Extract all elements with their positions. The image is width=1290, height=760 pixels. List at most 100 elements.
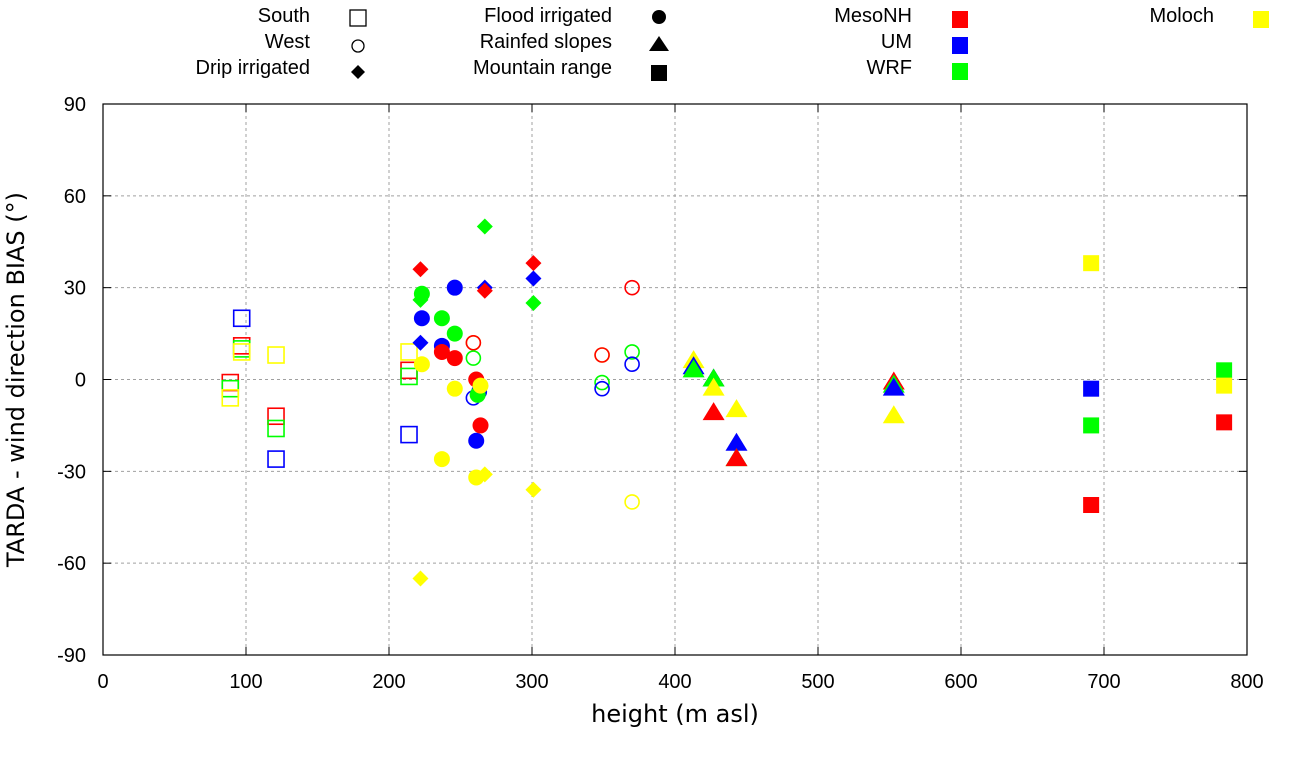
legend-filled-square-icon [651, 65, 667, 81]
data-point-west-mesonh [465, 334, 482, 351]
data-point-drip-irrigated-moloch [525, 481, 542, 498]
data-point-drip-irrigated-wrf [525, 294, 542, 311]
legend-label: Rainfed slopes [480, 31, 612, 53]
legend-label: Mountain range [473, 57, 612, 79]
x-tick-label: 300 [515, 671, 548, 693]
x-tick-label: 500 [801, 671, 834, 693]
data-point-rainfed-slopes-moloch [882, 405, 905, 424]
x-axis-label: height (m asl) [591, 700, 759, 728]
data-point-west-um [594, 380, 610, 397]
data-point-mountain-range-mesonh [1083, 497, 1100, 514]
y-tick-label: -90 [57, 645, 86, 667]
data-points [221, 218, 1233, 587]
data-point-south-moloch [232, 343, 251, 361]
x-tick-label: 400 [658, 671, 691, 693]
legend-color-swatch-icon [952, 63, 968, 80]
data-point-flood-irrigated-wrf [446, 325, 463, 342]
y-tick-label: 0 [75, 370, 86, 392]
legend-open-circle-icon [351, 39, 365, 53]
data-point-mountain-range-wrf [1216, 362, 1233, 379]
legend-diamond-icon [351, 65, 365, 79]
data-point-rainfed-slopes-moloch [702, 377, 725, 396]
x-tick-label: 700 [1087, 671, 1120, 693]
data-point-mountain-range-moloch [1083, 255, 1100, 272]
data-point-flood-irrigated-moloch [446, 380, 463, 397]
data-point-flood-irrigated-wrf [413, 285, 430, 302]
data-point-flood-irrigated-moloch [472, 377, 489, 394]
y-tick-label: -60 [57, 553, 86, 575]
axis-ticks: 0 100 200 300 400 500 600 700 8009060300-30-60-9… [57, 94, 1264, 693]
data-point-rainfed-slopes-um [725, 432, 748, 451]
data-point-mountain-range-um [1083, 380, 1100, 397]
y-tick-label: 30 [64, 278, 86, 300]
data-point-west-mesonh [594, 347, 610, 363]
data-point-rainfed-slopes-um [882, 377, 905, 396]
data-point-south-um [400, 425, 418, 444]
x-tick-label: 100 [229, 671, 262, 693]
legend-label: Moloch [1150, 5, 1214, 27]
y-tick-label: 60 [64, 186, 86, 208]
data-point-south-wrf [267, 419, 285, 438]
data-point-south-um [267, 450, 285, 468]
data-point-drip-irrigated-um [525, 270, 542, 287]
data-point-drip-irrigated-mesonh [476, 282, 493, 299]
data-point-flood-irrigated-um [413, 310, 430, 327]
data-point-south-moloch [400, 343, 418, 361]
legend-label: Drip irrigated [196, 57, 310, 79]
legend-label: MesoNH [834, 5, 912, 27]
grid-lines [103, 104, 1247, 655]
data-point-drip-irrigated-mesonh [525, 255, 542, 272]
x-tick-label: 200 [372, 671, 405, 693]
legend-label: UM [881, 31, 912, 53]
data-point-south-wrf [221, 379, 240, 398]
data-point-mountain-range-moloch [1216, 377, 1233, 394]
legend-filled-circle-icon [652, 10, 666, 24]
legend-label: West [265, 31, 311, 53]
legend-color-swatch-icon [952, 11, 968, 28]
data-point-rainfed-slopes-mesonh [725, 448, 748, 467]
legend-color-swatch-icon [1253, 11, 1269, 28]
data-point-south-mesonh [267, 407, 285, 426]
legend: South West Drip irrigated Flood irrigated Ra… [196, 5, 1269, 81]
data-point-south-wrf [400, 367, 418, 386]
legend-open-square-icon [349, 9, 367, 27]
x-tick-label: 800 [1230, 671, 1263, 693]
data-point-drip-irrigated-mesonh [412, 261, 429, 278]
data-point-south-moloch [221, 389, 240, 407]
data-point-rainfed-slopes-moloch [725, 399, 748, 418]
y-tick-label: 90 [64, 94, 86, 116]
data-point-west-wrf [465, 350, 482, 366]
data-point-flood-irrigated-wrf [433, 310, 450, 327]
data-point-rainfed-slopes-mesonh [702, 402, 725, 421]
y-tick-label: -30 [57, 461, 86, 483]
data-point-rainfed-slopes-wrf [682, 359, 705, 378]
data-point-flood-irrigated-moloch [433, 451, 450, 468]
data-point-south-moloch [267, 346, 285, 364]
data-point-flood-irrigated-mesonh [446, 350, 463, 367]
y-axis-label: TARDA - wind direction BIAS (°) [2, 192, 30, 568]
legend-label: South [258, 5, 310, 27]
data-point-west-wrf [624, 344, 640, 360]
legend-color-swatch-icon [952, 37, 968, 54]
data-point-flood-irrigated-mesonh [433, 343, 450, 360]
data-point-west-um [624, 356, 640, 372]
data-point-flood-irrigated-mesonh [472, 417, 489, 434]
data-point-west-mesonh [624, 279, 640, 296]
data-point-mountain-range-wrf [1083, 417, 1100, 434]
data-point-drip-irrigated-wrf [476, 218, 493, 235]
data-point-flood-irrigated-um [468, 432, 485, 449]
data-point-south-um [232, 309, 251, 328]
data-point-drip-irrigated-um [412, 334, 429, 351]
data-point-mountain-range-mesonh [1216, 414, 1233, 431]
data-point-flood-irrigated-moloch [413, 356, 430, 373]
data-point-flood-irrigated-um [446, 279, 463, 296]
x-tick-label: 0 [97, 671, 108, 693]
data-point-drip-irrigated-moloch [412, 570, 429, 587]
legend-label: WRF [866, 57, 912, 79]
legend-label: Flood irrigated [484, 5, 612, 27]
x-tick-label: 600 [944, 671, 977, 693]
data-point-south-mesonh [221, 373, 240, 392]
data-point-flood-irrigated-moloch [468, 469, 485, 486]
data-point-west-wrf [594, 374, 610, 391]
